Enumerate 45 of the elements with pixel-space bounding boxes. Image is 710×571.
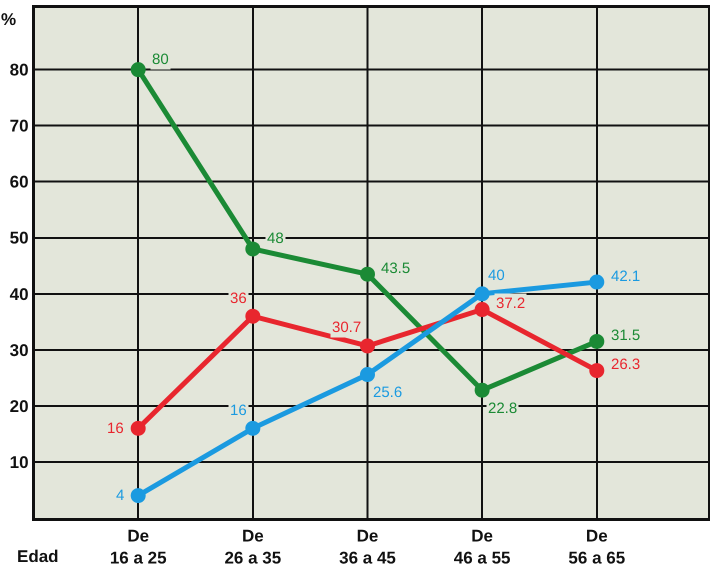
y-tick-label: 50 (10, 228, 29, 248)
data-label: 43.5 (381, 260, 410, 277)
data-label: 25.6 (373, 384, 402, 401)
data-label: 37.2 (496, 295, 526, 312)
point (589, 363, 604, 378)
point (130, 488, 146, 504)
data-label: 48 (267, 230, 284, 247)
x-tick-label: De 56 a 65 (568, 526, 626, 568)
point (360, 338, 375, 354)
data-label: 26.3 (611, 356, 640, 373)
point (474, 382, 490, 398)
y-tick-label: 10 (10, 452, 29, 472)
data-label: 4 (116, 487, 124, 504)
y-tick-label: 70 (10, 116, 29, 136)
point (360, 367, 375, 382)
point (474, 286, 490, 302)
y-tick-label: 20 (10, 396, 29, 416)
point (474, 302, 490, 318)
y-tick-label: 60 (10, 172, 29, 192)
data-label: 42.1 (611, 268, 640, 285)
point (245, 420, 260, 436)
y-tick-label: 80 (10, 60, 29, 80)
point (589, 334, 604, 349)
x-tick-label: De 16 a 25 (110, 526, 167, 568)
data-label: 16 (107, 420, 124, 437)
x-axis-title: Edad (17, 547, 59, 566)
point (130, 420, 146, 436)
point (245, 308, 260, 324)
data-label: 30.7 (332, 319, 362, 336)
data-label: 22.8 (488, 400, 518, 417)
point (130, 62, 146, 78)
point (360, 266, 375, 282)
y-tick-label: 30 (10, 340, 29, 360)
x-tick-label: De 26 a 35 (224, 526, 282, 568)
point (245, 241, 260, 256)
y-axis-title: % (1, 10, 16, 29)
data-label: 80 (152, 51, 169, 68)
y-tick-label: 40 (10, 284, 29, 304)
x-tick-label: De 46 a 55 (454, 526, 511, 568)
data-label: 16 (230, 402, 247, 419)
data-label: 40 (488, 267, 505, 284)
point (589, 274, 604, 290)
data-label: 36 (230, 290, 247, 307)
data-label: 31.5 (611, 327, 640, 344)
x-tick-label: De 36 a 45 (339, 526, 396, 568)
